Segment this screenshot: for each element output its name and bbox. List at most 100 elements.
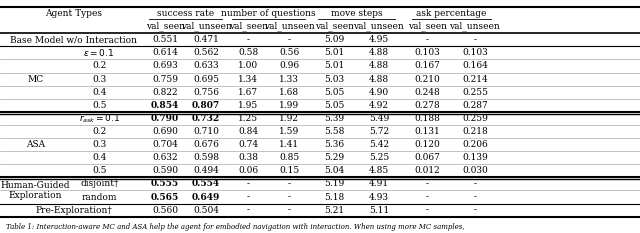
- Text: MC: MC: [27, 75, 44, 84]
- Text: Table 1: Interaction-aware MC and ASA help the agent for embodied navigation wit: Table 1: Interaction-aware MC and ASA he…: [6, 223, 465, 231]
- Text: 0.164: 0.164: [462, 62, 488, 70]
- Text: 1.67: 1.67: [238, 88, 259, 97]
- Text: val_seen: val_seen: [229, 22, 268, 31]
- Text: ask percentage: ask percentage: [416, 9, 486, 18]
- Text: val_unseen: val_unseen: [180, 22, 232, 31]
- Text: 0.704: 0.704: [152, 140, 178, 149]
- Text: -: -: [474, 35, 476, 44]
- Text: val_seen: val_seen: [146, 22, 184, 31]
- Text: 0.58: 0.58: [238, 48, 259, 57]
- Text: 0.067: 0.067: [415, 153, 440, 162]
- Text: 0.278: 0.278: [415, 101, 440, 110]
- Text: 0.822: 0.822: [152, 88, 178, 97]
- Text: 4.88: 4.88: [369, 62, 389, 70]
- Text: 0.5: 0.5: [92, 101, 106, 110]
- Text: 0.562: 0.562: [193, 48, 219, 57]
- Text: val_unseen: val_unseen: [264, 22, 315, 31]
- Text: 5.05: 5.05: [324, 101, 344, 110]
- Text: -: -: [426, 35, 429, 44]
- Text: 0.690: 0.690: [152, 127, 178, 136]
- Text: Agent Types: Agent Types: [45, 9, 102, 18]
- Text: 0.210: 0.210: [415, 75, 440, 84]
- Text: -: -: [288, 35, 291, 44]
- Text: 4.93: 4.93: [369, 192, 389, 202]
- Text: 4.88: 4.88: [369, 75, 389, 84]
- Text: 0.287: 0.287: [462, 101, 488, 110]
- Text: 0.139: 0.139: [462, 153, 488, 162]
- Text: 5.19: 5.19: [324, 179, 344, 188]
- Text: 4.85: 4.85: [369, 166, 389, 175]
- Text: 0.555: 0.555: [151, 179, 179, 188]
- Text: 0.565: 0.565: [151, 192, 179, 202]
- Text: 0.012: 0.012: [415, 166, 440, 175]
- Text: 0.633: 0.633: [193, 62, 219, 70]
- Text: 0.598: 0.598: [193, 153, 219, 162]
- Text: 0.790: 0.790: [151, 114, 179, 123]
- Text: 0.96: 0.96: [279, 62, 300, 70]
- Text: 0.614: 0.614: [152, 48, 178, 57]
- Text: -: -: [247, 192, 250, 202]
- Text: 1.95: 1.95: [238, 101, 259, 110]
- Text: 0.759: 0.759: [152, 75, 178, 84]
- Text: -: -: [247, 206, 250, 215]
- Text: $\epsilon = 0.1$: $\epsilon = 0.1$: [83, 47, 115, 58]
- Text: 1.33: 1.33: [279, 75, 300, 84]
- Text: 4.95: 4.95: [369, 35, 389, 44]
- Text: 4.91: 4.91: [369, 179, 389, 188]
- Text: 5.42: 5.42: [369, 140, 389, 149]
- Text: 0.756: 0.756: [193, 88, 219, 97]
- Text: val_unseen: val_unseen: [353, 22, 404, 31]
- Text: $r_{ask} = 0.1$: $r_{ask} = 0.1$: [79, 112, 120, 125]
- Text: move steps: move steps: [331, 9, 382, 18]
- Text: 5.01: 5.01: [324, 62, 344, 70]
- Text: 0.206: 0.206: [462, 140, 488, 149]
- Text: -: -: [426, 179, 429, 188]
- Text: 0.103: 0.103: [415, 48, 440, 57]
- Text: 5.25: 5.25: [369, 153, 389, 162]
- Text: 1.25: 1.25: [238, 114, 259, 123]
- Text: 0.255: 0.255: [462, 88, 488, 97]
- Text: 1.59: 1.59: [279, 127, 300, 136]
- Text: -: -: [288, 206, 291, 215]
- Text: 4.88: 4.88: [369, 48, 389, 57]
- Text: 0.38: 0.38: [238, 153, 259, 162]
- Text: 0.551: 0.551: [152, 35, 178, 44]
- Text: 0.84: 0.84: [238, 127, 259, 136]
- Text: 0.807: 0.807: [192, 101, 220, 110]
- Text: 0.259: 0.259: [462, 114, 488, 123]
- Text: 0.693: 0.693: [152, 62, 178, 70]
- Text: 0.695: 0.695: [193, 75, 219, 84]
- Text: 0.3: 0.3: [92, 75, 106, 84]
- Text: random: random: [81, 192, 117, 202]
- Text: 0.560: 0.560: [152, 206, 178, 215]
- Text: 0.131: 0.131: [415, 127, 440, 136]
- Text: -: -: [426, 206, 429, 215]
- Text: Pre-Exploration†: Pre-Exploration†: [35, 206, 112, 215]
- Text: 1.92: 1.92: [279, 114, 300, 123]
- Text: 1.34: 1.34: [238, 75, 259, 84]
- Text: number of questions: number of questions: [221, 9, 316, 18]
- Text: 5.03: 5.03: [324, 75, 344, 84]
- Text: 0.710: 0.710: [193, 127, 219, 136]
- Text: 0.248: 0.248: [415, 88, 440, 97]
- Text: 0.030: 0.030: [462, 166, 488, 175]
- Text: ASA: ASA: [26, 140, 45, 149]
- Text: val_unseen: val_unseen: [449, 22, 500, 31]
- Text: 0.188: 0.188: [415, 114, 440, 123]
- Text: 0.3: 0.3: [92, 140, 106, 149]
- Text: 0.732: 0.732: [192, 114, 220, 123]
- Text: 0.471: 0.471: [193, 35, 219, 44]
- Text: 0.854: 0.854: [151, 101, 179, 110]
- Text: 0.2: 0.2: [92, 62, 106, 70]
- Text: 0.4: 0.4: [92, 153, 106, 162]
- Text: -: -: [288, 192, 291, 202]
- Text: -: -: [426, 192, 429, 202]
- Text: 0.214: 0.214: [462, 75, 488, 84]
- Text: 5.36: 5.36: [324, 140, 344, 149]
- Text: 0.120: 0.120: [415, 140, 440, 149]
- Text: 5.04: 5.04: [324, 166, 344, 175]
- Text: 0.590: 0.590: [152, 166, 178, 175]
- Text: 0.85: 0.85: [279, 153, 300, 162]
- Text: 0.06: 0.06: [238, 166, 259, 175]
- Text: 0.2: 0.2: [92, 127, 106, 136]
